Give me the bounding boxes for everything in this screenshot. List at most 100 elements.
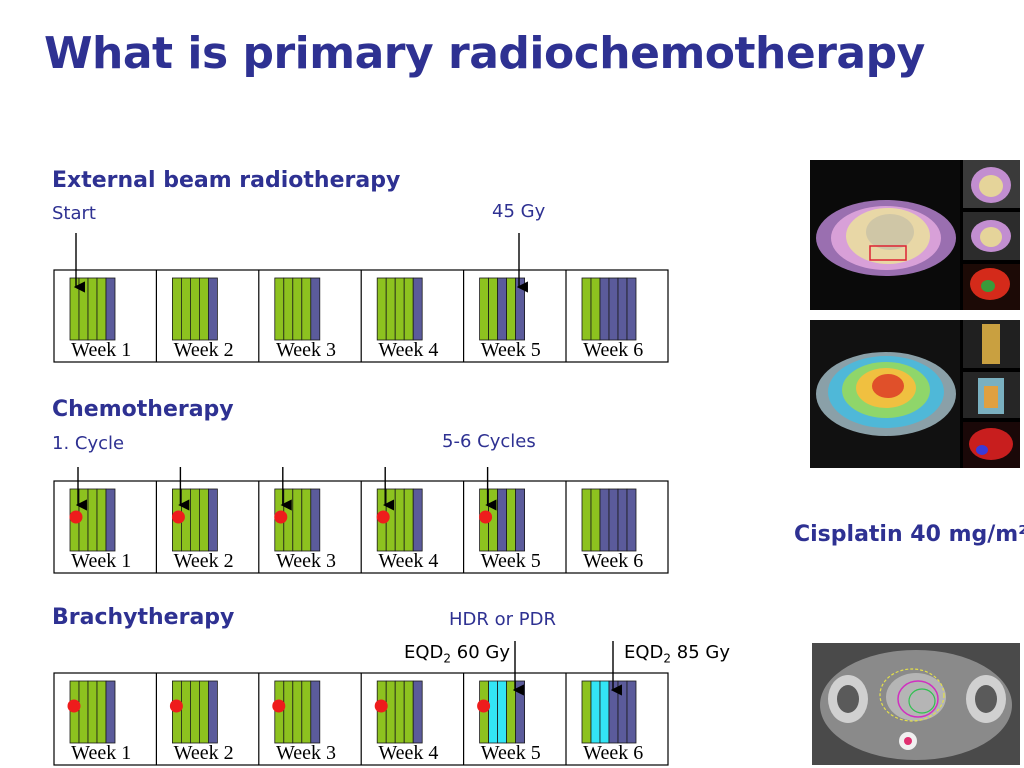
brachy-fraction-bar xyxy=(617,680,628,744)
brachy-heading: Brachytherapy xyxy=(52,605,235,630)
chemo-first-cycle-label: 1. Cycle xyxy=(52,433,125,454)
ebrt-fraction-bar xyxy=(412,277,423,341)
ebrt-fraction-bar xyxy=(515,277,525,341)
ct-dose-image-1 xyxy=(810,160,1020,310)
chemo-fraction-bar xyxy=(506,488,517,552)
chemo-fraction-bar xyxy=(581,488,592,552)
brachy-fraction-bar xyxy=(189,680,200,744)
ebrt-fraction-bar xyxy=(301,277,312,341)
brachy-fraction-bar xyxy=(292,680,303,744)
brachy-fraction-bar xyxy=(283,680,294,744)
chemo-fraction-bar xyxy=(403,488,414,552)
ebrt-week-label: Week 6 xyxy=(583,339,643,361)
chemo-fraction-bar xyxy=(87,488,98,552)
ebrt-fraction-bar xyxy=(96,277,107,341)
ebrt-fraction-bar xyxy=(581,277,592,341)
ebrt-week-label: Week 2 xyxy=(174,339,234,361)
ebrt-fraction-bar xyxy=(599,277,610,341)
brachy-type-label: HDR or PDR xyxy=(449,609,556,630)
chemo-dose-dot xyxy=(171,510,185,524)
chemo-fraction-bar xyxy=(599,488,610,552)
brachy-fraction-bar xyxy=(385,680,396,744)
brachy-week-label: Week 3 xyxy=(276,742,336,764)
brachy-fraction-bar xyxy=(608,680,619,744)
ebrt-fraction-bar xyxy=(292,277,303,341)
brachy-dose-dot xyxy=(477,699,491,713)
ebrt-fraction-bar xyxy=(105,277,116,341)
ebrt-fraction-bar xyxy=(617,277,628,341)
brachy-dose-dot xyxy=(169,699,183,713)
brachy-dose-dot xyxy=(374,699,388,713)
ebrt-week-label: Week 1 xyxy=(71,339,131,361)
chemo-cycles-label: 5-6 Cycles xyxy=(442,431,536,452)
brachy-fraction-bar xyxy=(394,680,405,744)
brachy-fraction-bar xyxy=(626,680,637,744)
brachy-fraction-bar xyxy=(581,680,592,744)
ebrt-fraction-bar xyxy=(87,277,98,341)
ebrt-fraction-bar xyxy=(189,277,200,341)
ebrt-fraction-bar xyxy=(394,277,405,341)
chemo-dose-dot xyxy=(479,510,493,524)
ebrt-fraction-bar xyxy=(608,277,619,341)
ebrt-fraction-bar xyxy=(497,277,508,341)
ct-dose-image-2 xyxy=(810,320,1020,468)
chemo-fraction-bar xyxy=(105,488,116,552)
ebrt-fraction-bar xyxy=(479,277,490,341)
chemo-fraction-bar xyxy=(626,488,637,552)
chemo-week-label: Week 2 xyxy=(174,550,234,572)
ebrt-fraction-bar xyxy=(180,277,191,341)
ebrt-fraction-bar xyxy=(506,277,517,341)
brachy-fraction-bar xyxy=(488,680,499,744)
ebrt-fraction-bar xyxy=(274,277,285,341)
brachy-fraction-bar xyxy=(310,680,321,744)
ebrt-dose-label: 45 Gy xyxy=(492,201,546,222)
brachy-fraction-bar xyxy=(599,680,610,744)
chemo-fraction-bar xyxy=(301,488,312,552)
chemo-fraction-bar xyxy=(412,488,423,552)
brachy-week-label: Week 2 xyxy=(174,742,234,764)
ebrt-start-label: Start xyxy=(52,203,96,224)
chemo-week-label: Week 6 xyxy=(583,550,643,572)
brachy-dose-dot xyxy=(272,699,286,713)
brachy-dose2-label: EQD2 85 Gy xyxy=(624,642,731,666)
ebrt-fraction-bar xyxy=(198,277,209,341)
brachy-dose1-label: EQD2 60 Gy xyxy=(404,642,511,666)
brachy-fraction-bar xyxy=(96,680,107,744)
chemo-fraction-bar xyxy=(608,488,619,552)
brachy-fraction-bar xyxy=(78,680,89,744)
chemo-fraction-bar xyxy=(617,488,628,552)
brachy-fraction-bar xyxy=(180,680,191,744)
brachy-fraction-bar xyxy=(506,680,517,744)
chemo-fraction-bar xyxy=(207,488,218,552)
brachy-week-label: Week 6 xyxy=(583,742,643,764)
ebrt-fraction-bar xyxy=(207,277,218,341)
chemo-fraction-bar xyxy=(590,488,601,552)
brachy-fraction-bar xyxy=(590,680,601,744)
brachy-fraction-bar xyxy=(198,680,209,744)
brachy-dose-dot xyxy=(67,699,81,713)
ebrt-week-label: Week 5 xyxy=(481,339,541,361)
brachy-fraction-bar xyxy=(497,680,508,744)
brachy-fraction-bar xyxy=(301,680,312,744)
ebrt-fraction-bar xyxy=(376,277,387,341)
ebrt-week-label: Week 3 xyxy=(276,339,336,361)
chemo-fraction-bar xyxy=(497,488,508,552)
chemo-dose-dot xyxy=(274,510,288,524)
brachy-fraction-bar xyxy=(412,680,423,744)
ebrt-fraction-bar xyxy=(488,277,499,341)
chemo-week-label: Week 5 xyxy=(481,550,541,572)
chemo-heading: Chemotherapy xyxy=(52,397,234,422)
chemo-fraction-bar xyxy=(189,488,200,552)
ebrt-week-label: Week 4 xyxy=(378,339,438,361)
mri-image xyxy=(812,643,1020,765)
chemo-week-label: Week 4 xyxy=(378,550,438,572)
brachy-fraction-bar xyxy=(207,680,218,744)
ebrt-fraction-bar xyxy=(403,277,414,341)
cisplatin-dose-label: Cisplatin 40 mg/m² xyxy=(794,522,1024,547)
ebrt-fraction-bar xyxy=(310,277,321,341)
chemo-dose-dot xyxy=(376,510,390,524)
ebrt-heading: External beam radiotherapy xyxy=(52,168,401,193)
chemo-fraction-bar xyxy=(515,488,525,552)
brachy-fraction-bar xyxy=(105,680,116,744)
